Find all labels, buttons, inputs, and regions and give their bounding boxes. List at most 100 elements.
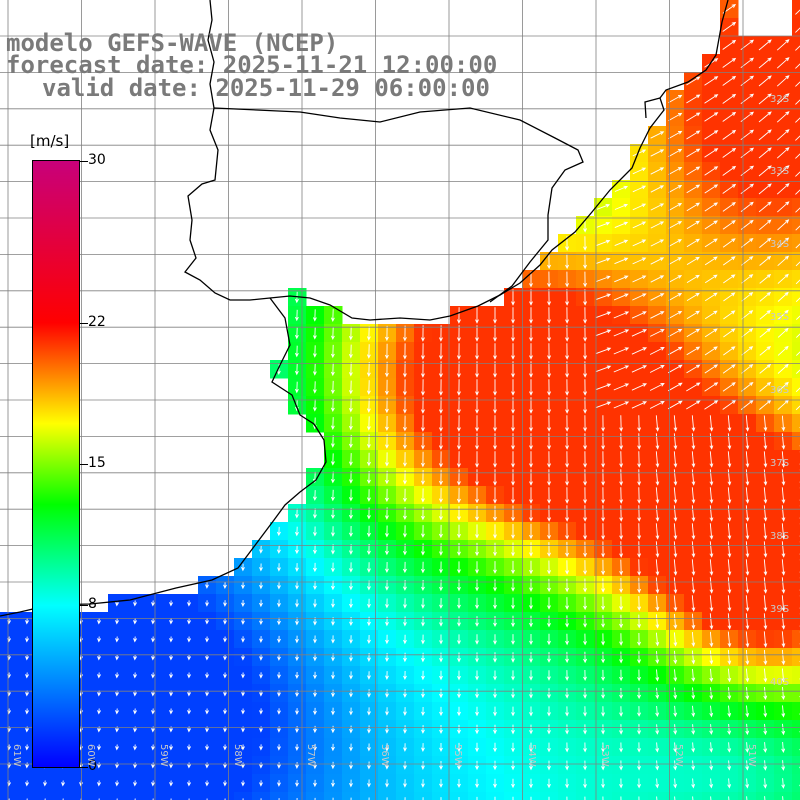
wind-arrow	[294, 327, 299, 340]
wind-arrow	[723, 346, 736, 356]
wind-arrow	[313, 635, 317, 644]
wind-arrow	[366, 380, 371, 395]
valid-date: valid date: 2025-11-29 06:00:00	[42, 74, 490, 102]
wind-arrow	[547, 706, 551, 717]
wind-arrow	[313, 599, 317, 608]
wind-arrow	[348, 562, 353, 573]
wind-arrow	[649, 383, 665, 391]
wind-arrow	[637, 614, 642, 629]
wind-arrow	[601, 523, 606, 540]
wind-arrow	[330, 309, 335, 322]
wind-arrow	[668, 112, 683, 121]
wind-arrow	[312, 562, 317, 573]
wind-arrow	[529, 560, 533, 575]
wind-arrow	[475, 506, 479, 522]
wind-arrow	[565, 505, 570, 522]
wind-arrow	[777, 345, 789, 356]
wind-arrow	[691, 650, 696, 665]
wind-arrow	[565, 597, 570, 610]
wind-arrow	[312, 508, 317, 519]
wind-cell	[792, 540, 800, 559]
wind-arrow	[637, 706, 642, 717]
wind-arrow	[649, 347, 665, 355]
wind-arrow	[187, 600, 191, 607]
wind-arrow	[704, 202, 719, 212]
wind-arrow	[403, 634, 407, 645]
wind-arrow	[704, 130, 719, 140]
wind-arrow	[402, 525, 407, 538]
wind-arrow	[727, 668, 732, 683]
wind-arrow	[439, 543, 443, 556]
wind-cell	[792, 378, 800, 397]
wind-arrow	[223, 600, 227, 607]
wind-arrow	[547, 343, 552, 360]
wind-arrow	[385, 598, 389, 609]
wind-cell	[792, 558, 800, 577]
wind-arrow	[330, 435, 335, 448]
wind-arrow	[403, 652, 407, 663]
wind-arrow	[781, 723, 786, 736]
wind-arrow	[439, 652, 443, 663]
wind-arrow	[637, 523, 642, 540]
wind-arrow	[668, 166, 683, 175]
wind-arrow	[637, 577, 642, 594]
wind-arrow	[776, 129, 790, 141]
wind-arrow	[565, 633, 569, 646]
wind-arrow	[631, 329, 648, 337]
wind-arrow	[763, 559, 768, 576]
wind-arrow	[601, 615, 606, 628]
wind-arrow	[475, 469, 479, 486]
wind-arrow	[475, 616, 479, 627]
wind-arrow	[709, 505, 714, 522]
wind-arrow	[475, 634, 479, 645]
wind-arrow	[637, 724, 642, 735]
wind-arrow	[565, 724, 569, 735]
wind-arrow	[781, 649, 786, 666]
wind-arrow	[456, 451, 461, 468]
wind-arrow	[348, 398, 353, 413]
wind-arrow	[330, 453, 335, 466]
wind-arrow	[727, 523, 732, 540]
wind-arrow	[367, 671, 371, 680]
latitude-label: 40S	[770, 677, 790, 688]
wind-arrow	[583, 433, 588, 450]
wind-arrow	[402, 561, 407, 574]
wind-arrow	[384, 561, 389, 574]
wind-arrow	[583, 523, 588, 540]
wind-arrow	[704, 112, 719, 122]
wind-arrow	[511, 469, 515, 486]
wind-arrow	[619, 433, 624, 450]
wind-arrow	[493, 561, 497, 574]
wind-arrow	[493, 505, 497, 522]
wind-cell	[792, 234, 800, 253]
wind-arrow	[223, 672, 227, 679]
wind-arrow	[776, 93, 790, 105]
wind-arrow	[619, 559, 624, 576]
wind-arrow	[511, 289, 515, 306]
wind-arrow	[722, 183, 737, 194]
wind-arrow	[667, 400, 683, 410]
wind-arrow	[330, 326, 335, 341]
wind-arrow	[596, 203, 611, 210]
wind-cell	[792, 432, 800, 451]
wind-arrow	[759, 273, 772, 284]
wind-arrow	[601, 559, 606, 576]
wind-arrow	[795, 315, 800, 320]
wind-arrow	[709, 469, 714, 486]
latitude-label: 37S	[770, 458, 790, 469]
wind-arrow	[758, 111, 772, 123]
wind-arrow	[668, 221, 683, 229]
wind-arrow	[457, 506, 461, 521]
wind-arrow	[776, 75, 790, 87]
wind-arrow	[758, 75, 772, 87]
wind-arrow	[650, 221, 665, 229]
wind-arrow	[637, 632, 642, 647]
wind-arrow	[776, 183, 790, 195]
wind-arrow	[619, 669, 624, 682]
wind-arrow	[723, 274, 736, 284]
wind-arrow	[403, 689, 407, 698]
wind-cell	[792, 198, 800, 217]
wind-arrow	[493, 724, 497, 735]
wind-arrow	[349, 725, 353, 734]
wind-arrow	[758, 57, 772, 69]
